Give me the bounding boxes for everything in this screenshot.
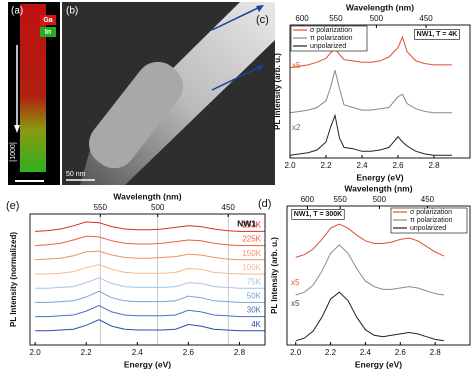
nanowire-core <box>89 61 183 169</box>
spectrum <box>35 319 265 332</box>
x-tick-label: 2.8 <box>234 348 246 357</box>
spectrum <box>295 223 445 258</box>
spectrum <box>35 263 265 275</box>
legend-label: σ polarization <box>410 209 452 216</box>
x-axis-label: Energy (eV) <box>355 359 402 369</box>
top-tick-label: 500 <box>373 195 387 204</box>
legend-label: σ polarization <box>310 27 352 34</box>
spectrum <box>295 244 444 296</box>
spectrum <box>295 291 444 342</box>
inset-label: NW1, T = 300K <box>294 211 342 218</box>
annotation: x5 <box>291 299 300 308</box>
spectrum <box>35 235 265 247</box>
top-axis-label: Wavelength (nm) <box>344 183 412 193</box>
annotation: x5 <box>292 61 301 70</box>
x-tick-label: 2.8 <box>430 348 442 357</box>
arrow-head <box>256 5 264 12</box>
legend-label: π polarization <box>310 35 353 42</box>
x-tick-label: 2.0 <box>284 161 296 170</box>
legend-box <box>40 27 56 37</box>
legend-label: 30K <box>247 306 262 315</box>
top-tick-label: 550 <box>94 203 108 212</box>
plot-frame <box>289 24 471 159</box>
spectrum <box>289 70 452 114</box>
legend-label: 75K <box>247 277 262 286</box>
x-tick-label: 2.0 <box>290 348 302 357</box>
annotation: x5 <box>291 278 300 287</box>
panel-label: (a) <box>11 6 23 17</box>
panel-label: (e) <box>6 200 19 212</box>
legend-box <box>40 15 56 25</box>
x-tick-label: 2.4 <box>360 348 372 357</box>
panel-label: (b) <box>66 6 78 17</box>
top-tick-label: 550 <box>333 195 347 204</box>
annotation: x2 <box>292 123 301 132</box>
spectrum <box>35 290 265 303</box>
inset-label: NW1 <box>237 218 256 228</box>
spectrum <box>35 250 265 261</box>
legend-label: unpolarized <box>410 225 446 232</box>
arrow <box>211 65 263 91</box>
element-label: In <box>45 29 51 36</box>
top-tick-label: 600 <box>301 195 315 204</box>
panel-label: (c) <box>256 14 269 26</box>
spectrum <box>289 35 452 69</box>
spectrum <box>35 277 265 289</box>
x-tick-label: 2.2 <box>81 348 93 357</box>
panel-label: (d) <box>258 198 271 210</box>
plot-frame <box>286 205 471 346</box>
legend-label: 150K <box>242 249 261 258</box>
legend-label: 225K <box>242 235 261 244</box>
spectrum <box>35 304 265 318</box>
arrow-head <box>256 65 264 72</box>
direction-label: [1000] <box>10 142 17 162</box>
element-label: Ga <box>43 17 52 24</box>
legend-label: 50K <box>247 291 262 300</box>
x-axis-label: Energy (eV) <box>356 172 403 182</box>
top-axis-label: Wavelength (nm) <box>113 191 181 201</box>
x-tick-label: 2.2 <box>325 348 337 357</box>
top-axis-label: Wavelength (nm) <box>346 2 414 12</box>
inset-box <box>414 29 460 40</box>
top-tick-label: 550 <box>329 14 343 23</box>
top-tick-label: 600 <box>295 14 309 23</box>
x-tick-label: 2.6 <box>392 161 404 170</box>
x-tick-label: 2.4 <box>132 348 144 357</box>
scale-label: 50 nm <box>66 171 86 178</box>
x-tick-label: 2.2 <box>320 161 332 170</box>
x-tick-label: 2.4 <box>356 161 368 170</box>
legend-label: π polarization <box>410 217 453 224</box>
top-tick-label: 450 <box>419 14 433 23</box>
top-tick-label: 500 <box>151 203 165 212</box>
x-tick-label: 2.8 <box>428 161 440 170</box>
spectrum <box>35 221 265 232</box>
y-axis-label: PL Intensity (arb. u.) <box>270 237 279 314</box>
inset-label: NW1, T = 4K <box>417 31 458 38</box>
inset-box <box>291 209 345 220</box>
y-axis-label: PL Intensity (arb. u.) <box>273 53 282 130</box>
top-tick-label: 450 <box>421 195 435 204</box>
top-tick-label: 450 <box>222 203 236 212</box>
top-tick-label: 500 <box>370 14 384 23</box>
x-tick-label: 2.6 <box>183 348 195 357</box>
spectrum <box>289 113 452 156</box>
x-tick-label: 2.6 <box>395 348 407 357</box>
legend-label: 293K <box>242 220 261 229</box>
legend-label: unpolarized <box>310 43 346 50</box>
x-tick-label: 2.0 <box>30 348 42 357</box>
legend-label: 100K <box>242 263 261 272</box>
legend-label: 4K <box>251 320 261 329</box>
arrow-head <box>14 125 20 133</box>
x-axis-label: Energy (eV) <box>124 359 171 369</box>
arrow <box>211 5 263 31</box>
plot-frame <box>29 213 266 346</box>
y-axis-label: PL Intensity (normalized) <box>9 232 18 327</box>
